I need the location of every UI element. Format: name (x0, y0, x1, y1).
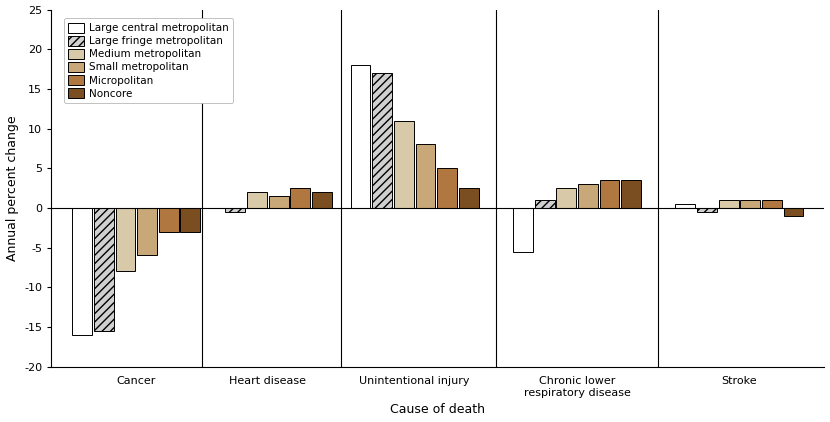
Bar (762, 200, 782, 208)
Bar (72, 208, 92, 335)
Bar (394, 121, 414, 208)
Bar (159, 208, 178, 232)
Bar (269, 196, 289, 208)
Bar (578, 184, 598, 208)
Bar (513, 208, 533, 252)
Bar (459, 188, 479, 208)
Bar (740, 200, 760, 208)
Bar (94, 208, 114, 331)
Bar (437, 168, 457, 208)
Legend: Large central metropolitan, Large fringe metropolitan, Medium metropolitan, Smal: Large central metropolitan, Large fringe… (64, 18, 233, 103)
Bar (621, 180, 641, 208)
Bar (416, 144, 436, 208)
Bar (247, 192, 267, 208)
X-axis label: Cause of death: Cause of death (390, 403, 486, 417)
Bar (784, 208, 803, 216)
Bar (556, 188, 576, 208)
Bar (115, 208, 135, 271)
Bar (372, 73, 392, 208)
Bar (180, 208, 200, 232)
Bar (719, 200, 739, 208)
Bar (676, 204, 696, 208)
Bar (535, 200, 554, 208)
Bar (312, 192, 332, 208)
Bar (350, 65, 370, 208)
Bar (697, 208, 717, 212)
Y-axis label: Annual percent change: Annual percent change (6, 115, 18, 261)
Bar (137, 208, 157, 255)
Bar (599, 180, 619, 208)
Bar (225, 208, 245, 212)
Bar (290, 188, 310, 208)
